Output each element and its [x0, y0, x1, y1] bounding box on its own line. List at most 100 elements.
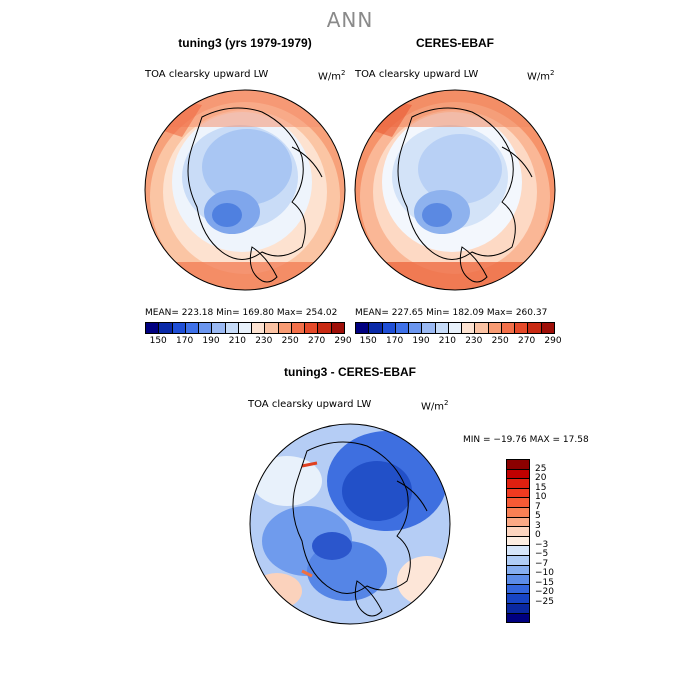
- colorbar-swatch: [541, 323, 554, 333]
- panel-3-unit: W/m2: [421, 399, 449, 413]
- colorbar-swatch: [507, 536, 529, 547]
- colorbar-tick-label: −25: [535, 596, 554, 607]
- colorbar-swatch: [382, 323, 396, 333]
- colorbar-tick-label: 7: [535, 501, 541, 512]
- colorbar-swatch: [318, 323, 332, 333]
- colorbar-swatch: [507, 584, 529, 595]
- colorbar-swatch: [225, 323, 239, 333]
- colorbar-tick-label: −15: [535, 577, 554, 588]
- colorbar-tick-label: 210: [438, 336, 456, 346]
- colorbar-swatch: [507, 498, 529, 508]
- panel-2-stats: MEAN= 227.65 Min= 182.09 Max= 260.37: [355, 308, 548, 318]
- panel-2-map: [354, 89, 556, 291]
- colorbar-swatch: [507, 546, 529, 556]
- colorbar-swatch: [395, 323, 410, 333]
- colorbar-tick-label: 250: [491, 336, 509, 346]
- colorbar-swatch: [252, 323, 266, 333]
- colorbar-tick-label: 150: [149, 336, 167, 346]
- colorbar-tick-label: 230: [255, 336, 273, 346]
- colorbar-swatch: [507, 603, 529, 614]
- colorbar-tick-label: 3: [535, 520, 541, 531]
- figure-title: ANN: [326, 8, 374, 32]
- panel-2-colorbar: [355, 322, 555, 334]
- colorbar-swatch: [507, 507, 529, 518]
- colorbar-swatch: [305, 323, 319, 333]
- panel-1-colorbar: [145, 322, 345, 334]
- colorbar-swatch: [265, 323, 279, 333]
- colorbar-swatch: [409, 323, 423, 333]
- colorbar-swatch: [507, 527, 529, 537]
- colorbar-swatch: [475, 323, 489, 333]
- panel-1-title: tuning3 (yrs 1979-1979): [178, 36, 312, 50]
- colorbar-tick-label: 270: [518, 336, 536, 346]
- colorbar-tick-label: 170: [176, 336, 194, 346]
- colorbar-tick-label: −20: [535, 587, 554, 598]
- colorbar-tick-label: 250: [281, 336, 299, 346]
- colorbar-tick-label: 20: [535, 473, 547, 484]
- colorbar-swatch: [501, 323, 516, 333]
- panel-1-variable-label: TOA clearsky upward LW: [145, 69, 269, 80]
- colorbar-swatch: [369, 323, 383, 333]
- colorbar-swatch: [146, 323, 160, 333]
- colorbar-swatch: [356, 323, 370, 333]
- colorbar-tick-label: 170: [386, 336, 404, 346]
- colorbar-swatch: [507, 555, 529, 566]
- colorbar-swatch: [507, 613, 529, 623]
- colorbar-swatch: [507, 565, 529, 576]
- colorbar-swatch: [507, 575, 529, 585]
- panel-3-colorbar-ticks: 25 20 15 10 7 5 3 0 −3 −5 −7 −10 −15 −20 −25: [535, 459, 565, 621]
- colorbar-swatch: [422, 323, 436, 333]
- colorbar-swatch: [435, 323, 449, 333]
- colorbar-swatch: [212, 323, 226, 333]
- panel-1-colorbar-ticks: 150 170 190 210 230 250 270 290: [145, 336, 352, 348]
- panel-1-stats: MEAN= 223.18 Min= 169.80 Max= 254.02: [145, 308, 338, 318]
- colorbar-swatch: [238, 323, 253, 333]
- panel-2-variable-label: TOA clearsky upward LW: [355, 69, 479, 80]
- colorbar-tick-label: 290: [544, 336, 562, 346]
- colorbar-tick-label: 190: [202, 336, 220, 346]
- colorbar-swatch: [507, 460, 529, 470]
- colorbar-swatch: [507, 479, 529, 489]
- colorbar-swatch: [507, 594, 529, 604]
- colorbar-swatch: [488, 323, 502, 333]
- colorbar-swatch: [278, 323, 292, 333]
- panel-2-unit: W/m2: [527, 69, 555, 83]
- colorbar-tick-label: 25: [535, 463, 547, 474]
- panel-2-title: CERES-EBAF: [415, 36, 494, 50]
- panel-1-map: [144, 89, 346, 291]
- colorbar-tick-label: −7: [535, 558, 549, 569]
- colorbar-swatch: [515, 323, 529, 333]
- colorbar-swatch: [507, 469, 529, 480]
- colorbar-tick-label: 10: [535, 492, 547, 503]
- colorbar-swatch: [331, 323, 344, 333]
- colorbar-swatch: [159, 323, 173, 333]
- colorbar-tick-label: 0: [535, 530, 541, 541]
- colorbar-tick-label: 15: [535, 482, 547, 493]
- colorbar-swatch: [291, 323, 306, 333]
- panel-3-title: tuning3 - CERES-EBAF: [284, 365, 416, 379]
- panel-2-colorbar-ticks: 150 170 190 210 230 250 270 290: [355, 336, 562, 348]
- colorbar-tick-label: 190: [412, 336, 430, 346]
- panel-1-unit: W/m2: [318, 69, 346, 83]
- panel-3-colorbar: [506, 459, 530, 623]
- colorbar-tick-label: 230: [465, 336, 483, 346]
- colorbar-tick-label: 150: [359, 336, 377, 346]
- colorbar-tick-label: 270: [308, 336, 326, 346]
- colorbar-swatch: [448, 323, 463, 333]
- colorbar-tick-label: 5: [535, 511, 541, 522]
- colorbar-tick-label: −5: [535, 549, 549, 560]
- colorbar-swatch: [199, 323, 213, 333]
- colorbar-swatch: [462, 323, 476, 333]
- colorbar-tick-label: 210: [228, 336, 246, 346]
- colorbar-tick-label: 290: [334, 336, 352, 346]
- panel-3-variable-label: TOA clearsky upward LW: [248, 399, 372, 410]
- panel-3-map: [249, 423, 451, 625]
- colorbar-tick-label: −10: [535, 568, 554, 579]
- colorbar-swatch: [507, 488, 529, 499]
- colorbar-swatch: [172, 323, 186, 333]
- colorbar-swatch: [507, 517, 529, 528]
- panel-3-stats: MIN = −19.76 MAX = 17.58: [463, 435, 589, 445]
- colorbar-swatch: [185, 323, 200, 333]
- colorbar-tick-label: −3: [535, 539, 549, 550]
- colorbar-swatch: [528, 323, 542, 333]
